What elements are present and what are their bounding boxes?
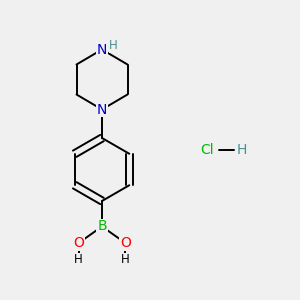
- Text: H: H: [236, 143, 247, 157]
- Text: N: N: [97, 103, 107, 116]
- Text: N: N: [97, 43, 107, 56]
- Text: H: H: [121, 253, 130, 266]
- Text: B: B: [97, 220, 107, 233]
- Text: O: O: [73, 236, 84, 250]
- Text: H: H: [74, 253, 83, 266]
- Text: H: H: [109, 39, 118, 52]
- Text: O: O: [120, 236, 131, 250]
- Text: Cl: Cl: [200, 143, 214, 157]
